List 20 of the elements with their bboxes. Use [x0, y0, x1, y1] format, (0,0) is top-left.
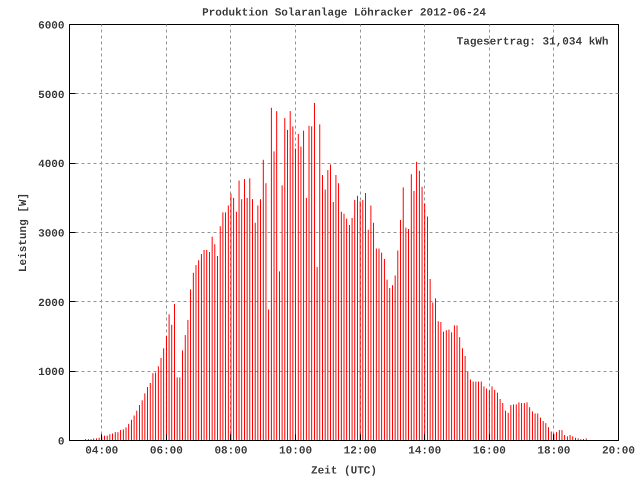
x-tick-label: 18:00 [537, 446, 570, 458]
y-tick-label: 0 [58, 436, 65, 448]
y-tick-label: 6000 [38, 20, 64, 32]
x-tick-label: 12:00 [344, 446, 377, 458]
y-tick-label: 3000 [38, 228, 64, 240]
annotation: Tagesertrag: 31,034 kWh [456, 36, 609, 48]
x-axis-title: Zeit (UTC) [310, 466, 378, 478]
x-tick-label: 14:00 [408, 446, 442, 458]
x-tick-label: 06:00 [150, 446, 183, 458]
y-tick-label: 5000 [38, 90, 64, 102]
x-tick-label: 08:00 [214, 446, 248, 458]
y-tick-label: 4000 [38, 159, 64, 172]
x-tick-label: 04:00 [85, 446, 118, 458]
x-tick-label: 20:00 [602, 446, 636, 458]
x-tick-label: 10:00 [279, 446, 312, 458]
y-axis-title: Leistung [W] [18, 192, 30, 272]
y-tick-label: 2000 [38, 298, 64, 310]
chart-title: Produktion Solaranlage Löhracker 2012-06-24 [202, 8, 486, 20]
x-tick-label: 16:00 [472, 446, 506, 458]
y-tick-label: 1000 [38, 367, 64, 380]
